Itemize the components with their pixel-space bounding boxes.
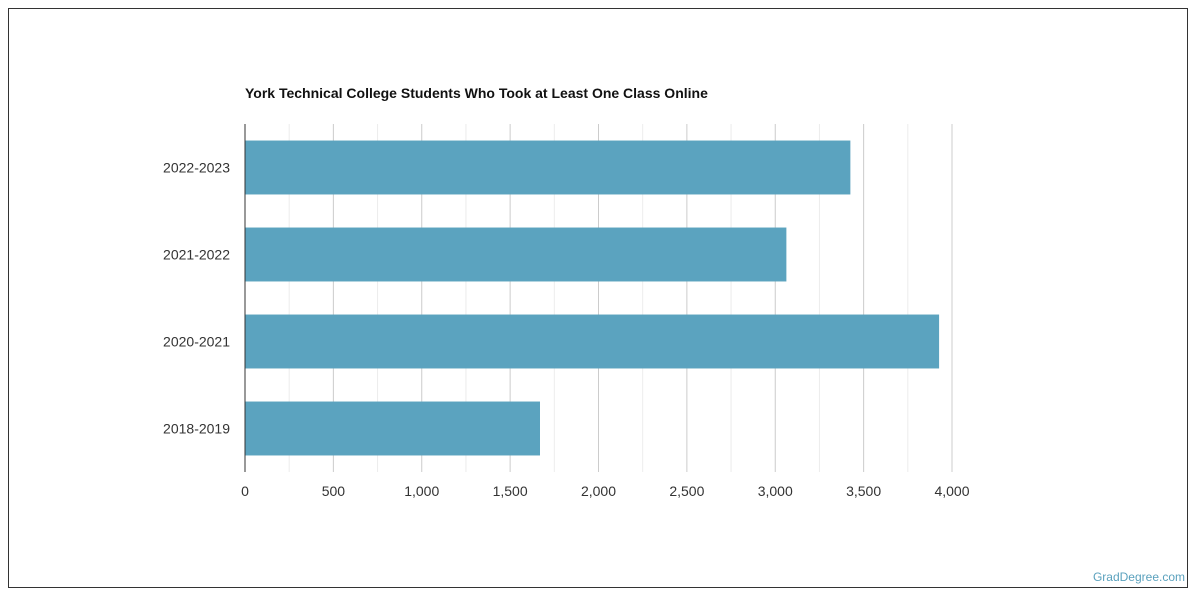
y-tick-label: 2020-2021 xyxy=(163,334,230,350)
x-tick-labels: 0 500 1,000 1,500 2,000 2,500 3,000 3,500 4,000 xyxy=(241,483,970,499)
x-tick-label: 1,500 xyxy=(493,483,528,499)
x-tick-label: 2,000 xyxy=(581,483,616,499)
chart-title: York Technical College Students Who Took… xyxy=(245,85,708,101)
x-tick-label: 2,500 xyxy=(669,483,704,499)
x-tick-label: 3,500 xyxy=(846,483,881,499)
x-tick-label: 0 xyxy=(241,483,249,499)
x-tick-label: 3,000 xyxy=(758,483,793,499)
y-tick-label: 2021-2022 xyxy=(163,247,230,263)
bar-2022-2023 xyxy=(245,140,851,195)
x-tick-label: 500 xyxy=(322,483,346,499)
bar-2021-2022 xyxy=(245,227,787,282)
bar-2018-2019 xyxy=(245,401,540,456)
y-tick-label: 2018-2019 xyxy=(163,421,230,437)
bar-2020-2021 xyxy=(245,314,940,369)
watermark: GradDegree.com xyxy=(1092,570,1185,584)
y-tick-label: 2022-2023 xyxy=(163,160,230,176)
x-tick-label: 4,000 xyxy=(934,483,969,499)
y-tick-labels: 2022-2023 2021-2022 2020-2021 2018-2019 xyxy=(163,160,230,437)
x-tick-label: 1,000 xyxy=(404,483,439,499)
bars xyxy=(245,140,940,456)
